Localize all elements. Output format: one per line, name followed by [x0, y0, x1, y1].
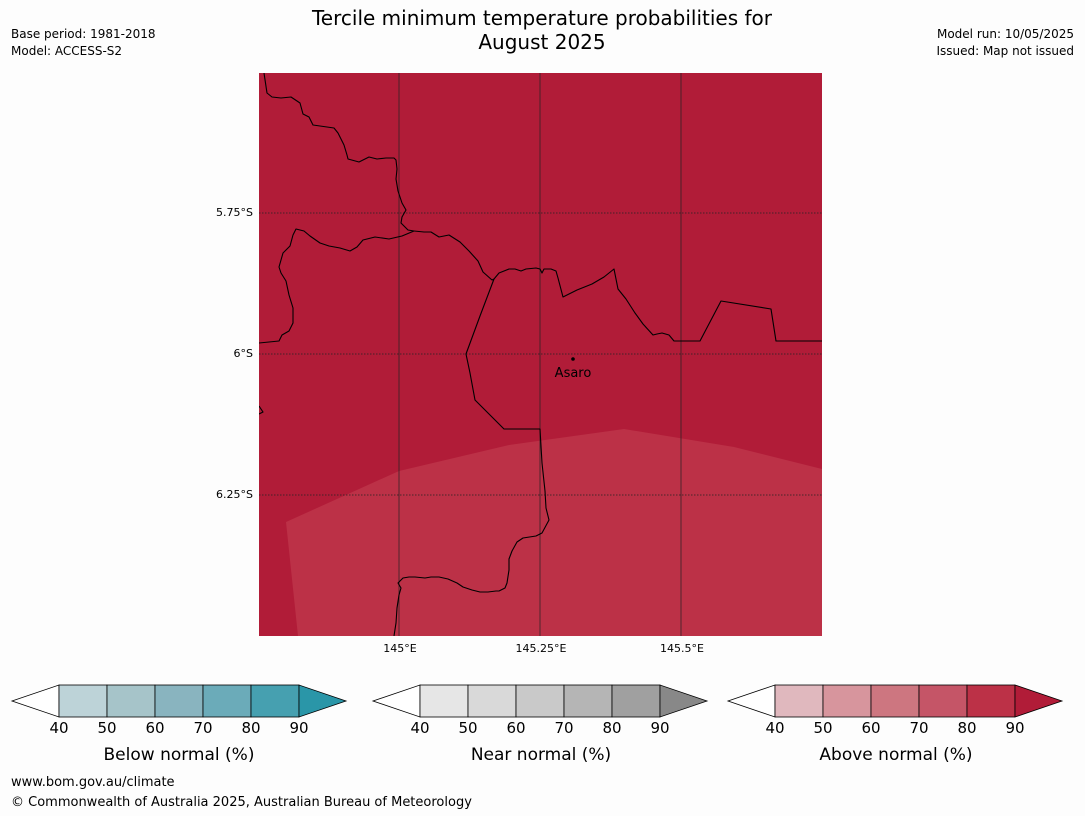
cb-above-tick-60: 60	[861, 719, 881, 737]
cb-below-segment-40	[58, 684, 108, 718]
cb-near-extend-low	[371, 684, 421, 718]
cb-near-tick-60: 60	[506, 719, 526, 737]
cb-above-tick-70: 70	[909, 719, 929, 737]
border-central	[413, 230, 822, 342]
cb-above-tick-50: 50	[813, 719, 833, 737]
footer-website: www.bom.gov.au/climate	[11, 775, 175, 790]
lon-label-145-25: 145.25°E	[515, 642, 567, 655]
cb-near-segment-70	[563, 684, 613, 718]
cb-below-tick-50: 50	[97, 719, 117, 737]
cb-below-extend-low	[10, 684, 60, 718]
border-west	[259, 228, 415, 344]
forecast-map: Asaro	[259, 73, 822, 636]
cb-near-segment-60	[515, 684, 565, 718]
cb-below-tick-70: 70	[193, 719, 213, 737]
cb-below-segment-70	[202, 684, 252, 718]
probability-region-lower	[286, 429, 822, 636]
cb-below-segment-80	[250, 684, 300, 718]
cb-near-segment-80	[611, 684, 661, 718]
cb-below-segment-60	[154, 684, 204, 718]
cb-below-tick-90: 90	[289, 719, 309, 737]
map-title-line2: August 2025	[478, 30, 606, 54]
meta-left: Base period: 1981-2018 Model: ACCESS-S2	[11, 26, 156, 60]
province-borders	[259, 73, 822, 636]
model-run-text: Model run: 10/05/2025	[936, 27, 1074, 41]
cb-above-tick-80: 80	[957, 719, 977, 737]
meta-right: Model run: 10/05/2025 Issued: Map not is…	[936, 26, 1074, 60]
cb-below-segment-50	[106, 684, 156, 718]
cb-above-extend-low	[726, 684, 776, 718]
cb-near-tick-90: 90	[650, 719, 670, 737]
cb-above-extend-high	[1014, 684, 1064, 718]
cb-above-segment-60	[870, 684, 920, 718]
cb-above-segment-70	[918, 684, 968, 718]
colorbar-above-title: Above normal (%)	[819, 745, 973, 765]
cb-below-tick-40: 40	[49, 719, 69, 737]
colorbar-above-normal	[726, 684, 1064, 718]
colorbar-below-normal	[10, 684, 348, 718]
colorbar-near-normal	[371, 684, 709, 718]
footer-copyright: © Commonwealth of Australia 2025, Austra…	[11, 795, 472, 810]
model-text: Model: ACCESS-S2	[11, 44, 123, 58]
cb-above-tick-40: 40	[765, 719, 785, 737]
cb-near-segment-50	[467, 684, 517, 718]
cb-above-segment-40	[774, 684, 824, 718]
cb-near-tick-40: 40	[410, 719, 430, 737]
cb-near-segment-40	[419, 684, 469, 718]
cb-below-tick-80: 80	[241, 719, 261, 737]
border-west-edge	[259, 405, 264, 415]
cb-near-extend-high	[659, 684, 709, 718]
cb-above-tick-90: 90	[1005, 719, 1025, 737]
lat-label-6: 6°S	[233, 347, 253, 360]
cb-near-tick-70: 70	[554, 719, 574, 737]
asaro-marker	[571, 357, 575, 361]
graticule	[259, 73, 822, 636]
cb-near-tick-50: 50	[458, 719, 478, 737]
border-east-south	[393, 278, 550, 636]
cb-below-extend-high	[298, 684, 348, 718]
cb-near-tick-80: 80	[602, 719, 622, 737]
lat-label-6-25: 6.25°S	[216, 488, 253, 501]
map-title: Tercile minimum temperature probabilitie…	[242, 6, 842, 54]
cb-above-segment-80	[966, 684, 1016, 718]
lat-label-5-75: 5.75°S	[216, 206, 253, 219]
map-title-line1: Tercile minimum temperature probabilitie…	[311, 6, 773, 30]
colorbar-near-title: Near normal (%)	[470, 745, 612, 765]
lon-label-145: 145°E	[383, 642, 417, 655]
border-north-west	[263, 73, 415, 232]
asaro-label: Asaro	[555, 366, 592, 381]
cb-above-segment-50	[822, 684, 872, 718]
issued-text: Issued: Map not issued	[936, 44, 1074, 58]
base-period-text: Base period: 1981-2018	[11, 27, 156, 41]
lon-label-145-5: 145.5°E	[660, 642, 704, 655]
cb-below-tick-60: 60	[145, 719, 165, 737]
colorbar-below-title: Below normal (%)	[103, 745, 255, 765]
